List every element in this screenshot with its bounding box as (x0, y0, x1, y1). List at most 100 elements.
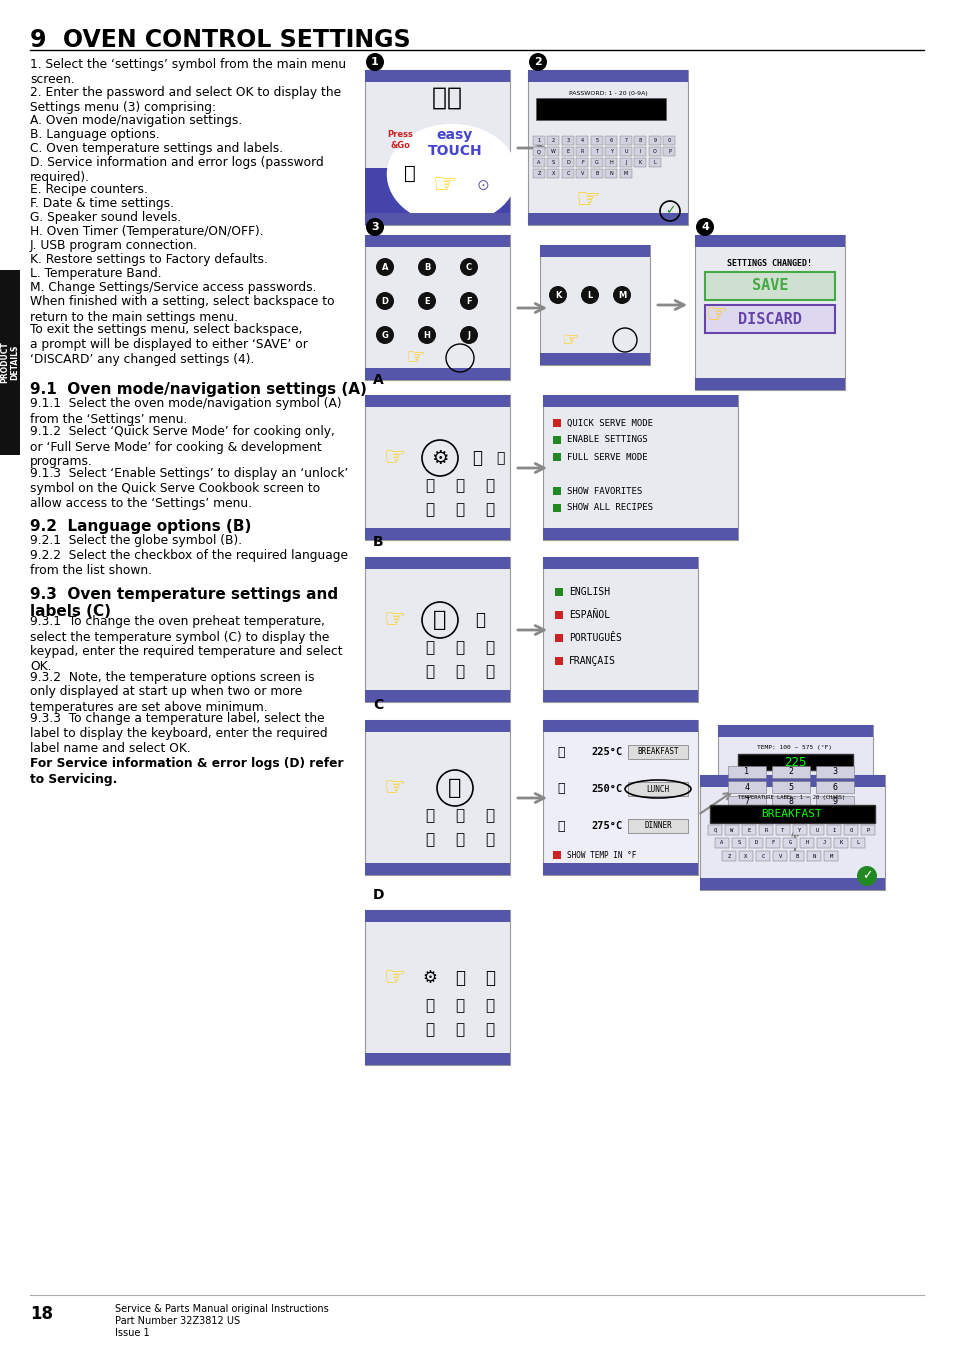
Text: 4: 4 (743, 783, 749, 791)
Text: Y: Y (798, 828, 801, 833)
Text: ☞: ☞ (383, 967, 406, 990)
Circle shape (375, 258, 394, 275)
Bar (700, 775, 884, 890)
Text: 🌡: 🌡 (475, 612, 484, 629)
Text: SHOW ALL RECIPES: SHOW ALL RECIPES (566, 504, 652, 513)
Text: 🕐: 🕐 (485, 478, 494, 494)
Bar (833, 838, 847, 848)
Circle shape (366, 53, 384, 72)
Text: 9: 9 (653, 138, 656, 143)
Bar (539, 244, 649, 364)
Text: SHOW TEMP IN °F: SHOW TEMP IN °F (566, 850, 636, 860)
Bar (561, 147, 574, 157)
Bar (365, 720, 510, 732)
Text: O: O (653, 148, 657, 154)
Bar (542, 396, 738, 540)
Text: Z: Z (726, 853, 730, 859)
Circle shape (613, 286, 630, 304)
Bar (0, 270, 20, 455)
Bar (555, 657, 562, 666)
Bar (707, 825, 721, 836)
Text: ENABLE SETTINGS: ENABLE SETTINGS (566, 436, 647, 444)
Text: 🔊: 🔊 (425, 1022, 435, 1038)
Text: 📋: 📋 (455, 478, 464, 494)
Text: 9.1  Oven mode/navigation settings (A): 9.1 Oven mode/navigation settings (A) (30, 382, 367, 397)
Text: PORTUGUÊS: PORTUGUÊS (568, 633, 621, 643)
Bar (533, 136, 544, 144)
Text: ⊙: ⊙ (476, 177, 489, 193)
Bar (782, 838, 796, 848)
Bar (527, 70, 687, 82)
Bar (627, 819, 687, 833)
Text: 🕐: 🕐 (485, 809, 494, 824)
Text: When finished with a setting, select backspace to
return to the main settings me: When finished with a setting, select bac… (30, 296, 335, 324)
Text: H: H (609, 161, 613, 165)
Text: M: M (828, 853, 832, 859)
Circle shape (417, 292, 436, 311)
Text: 🕐: 🕐 (485, 999, 494, 1014)
Bar (648, 158, 660, 167)
Text: 9.1.2  Select ‘Quick Serve Mode’ for cooking only,
or ‘Full Serve Mode’ for cook: 9.1.2 Select ‘Quick Serve Mode’ for cook… (30, 425, 335, 468)
Bar (553, 504, 560, 512)
Circle shape (459, 292, 477, 311)
Text: 9: 9 (832, 798, 837, 806)
Bar (759, 825, 772, 836)
Text: 🌡: 🌡 (455, 664, 464, 679)
Text: 📋: 📋 (455, 999, 464, 1014)
Ellipse shape (386, 124, 517, 224)
Text: 🌡: 🌡 (496, 451, 503, 464)
Text: G: G (787, 841, 791, 845)
Bar (619, 169, 631, 178)
Text: M: M (618, 290, 625, 300)
Text: ☞: ☞ (383, 608, 406, 632)
Bar (561, 169, 574, 178)
Circle shape (529, 53, 546, 72)
Text: O: O (848, 828, 852, 833)
Text: 0: 0 (667, 138, 670, 143)
Text: 250°C: 250°C (590, 784, 621, 794)
Text: 🕐: 🕐 (485, 640, 494, 656)
Bar (533, 147, 544, 157)
Circle shape (417, 258, 436, 275)
Bar (809, 825, 823, 836)
Bar (527, 213, 687, 225)
Bar (555, 589, 562, 595)
Text: D. Service information and error logs (password
required).: D. Service information and error logs (p… (30, 157, 323, 184)
Text: ☞: ☞ (383, 776, 406, 801)
Text: DINNER: DINNER (643, 822, 671, 830)
Text: 🌐: 🌐 (472, 450, 481, 467)
Text: LUNCH: LUNCH (646, 784, 669, 794)
Bar (861, 825, 874, 836)
Bar (714, 838, 728, 848)
Text: ⚙: ⚙ (431, 448, 448, 467)
Text: 5: 5 (788, 783, 793, 791)
Bar (547, 158, 558, 167)
Bar (772, 850, 786, 861)
Text: I: I (639, 148, 640, 154)
Text: 9  OVEN CONTROL SETTINGS: 9 OVEN CONTROL SETTINGS (30, 28, 410, 53)
Text: M: M (623, 171, 627, 176)
Text: 🔧: 🔧 (425, 999, 435, 1014)
Text: FRANÇAIS: FRANÇAIS (568, 656, 616, 666)
Text: 5: 5 (595, 138, 598, 143)
Bar (771, 765, 809, 778)
Bar (542, 863, 698, 875)
Text: D: D (373, 888, 384, 902)
Text: SHOW FAVORITES: SHOW FAVORITES (566, 486, 641, 495)
Bar (547, 169, 558, 178)
Text: K: K (839, 841, 841, 845)
Bar (755, 850, 769, 861)
Text: S: S (737, 841, 740, 845)
Bar (365, 70, 510, 82)
Bar (365, 235, 510, 247)
Bar (542, 720, 698, 875)
Text: P: P (865, 828, 869, 833)
Text: ☞: ☞ (575, 186, 599, 215)
Text: K. Restore settings to Factory defaults.: K. Restore settings to Factory defaults. (30, 254, 268, 266)
Text: ✓: ✓ (664, 204, 675, 217)
Text: X: X (743, 853, 747, 859)
Circle shape (366, 217, 384, 236)
Text: Part Number 32Z3812 US: Part Number 32Z3812 US (115, 1316, 240, 1326)
Bar (365, 558, 510, 568)
Text: 9.3.1  To change the oven preheat temperature,
select the temperature symbol (C): 9.3.1 To change the oven preheat tempera… (30, 616, 342, 674)
